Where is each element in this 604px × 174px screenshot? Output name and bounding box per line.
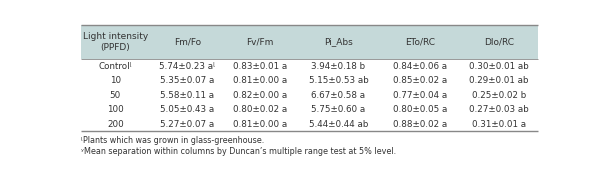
- Text: 0.83±0.01 a: 0.83±0.01 a: [233, 62, 288, 71]
- Text: 50: 50: [110, 91, 121, 100]
- Text: Controlᶩ: Controlᶩ: [98, 62, 132, 71]
- Text: 0.29±0.01 ab: 0.29±0.01 ab: [469, 76, 528, 85]
- Text: 0.31±0.01 a: 0.31±0.01 a: [472, 120, 526, 129]
- Text: Fv/Fm: Fv/Fm: [246, 37, 274, 46]
- Text: ETo/RC: ETo/RC: [405, 37, 435, 46]
- Text: 0.85±0.02 a: 0.85±0.02 a: [393, 76, 448, 85]
- Text: 5.58±0.11 a: 5.58±0.11 a: [160, 91, 214, 100]
- Text: 0.80±0.05 a: 0.80±0.05 a: [393, 105, 448, 114]
- Text: 5.74±0.23 aᶩ: 5.74±0.23 aᶩ: [159, 62, 216, 71]
- Text: DIo/RC: DIo/RC: [484, 37, 514, 46]
- Text: Pi_Abs: Pi_Abs: [324, 37, 353, 46]
- Text: 0.82±0.00 a: 0.82±0.00 a: [233, 91, 288, 100]
- Text: 0.80±0.02 a: 0.80±0.02 a: [233, 105, 288, 114]
- Text: Light intensity
(PPFD): Light intensity (PPFD): [83, 32, 148, 52]
- Text: 6.67±0.58 a: 6.67±0.58 a: [312, 91, 365, 100]
- Text: Fm/Fo: Fm/Fo: [173, 37, 201, 46]
- Text: 0.81±0.00 a: 0.81±0.00 a: [233, 76, 288, 85]
- Text: 0.88±0.02 a: 0.88±0.02 a: [393, 120, 448, 129]
- Text: 0.84±0.06 a: 0.84±0.06 a: [393, 62, 448, 71]
- Text: 0.25±0.02 b: 0.25±0.02 b: [472, 91, 526, 100]
- Text: 5.35±0.07 a: 5.35±0.07 a: [160, 76, 214, 85]
- Text: 5.05±0.43 a: 5.05±0.43 a: [160, 105, 214, 114]
- Text: ᶩPlants which was grown in glass-greenhouse.: ᶩPlants which was grown in glass-greenho…: [81, 136, 265, 145]
- Text: 0.81±0.00 a: 0.81±0.00 a: [233, 120, 288, 129]
- Text: 0.77±0.04 a: 0.77±0.04 a: [393, 91, 448, 100]
- Bar: [81, 25, 538, 59]
- Text: 5.75±0.60 a: 5.75±0.60 a: [311, 105, 365, 114]
- Text: 100: 100: [107, 105, 124, 114]
- Text: 200: 200: [107, 120, 124, 129]
- Text: 0.27±0.03 ab: 0.27±0.03 ab: [469, 105, 528, 114]
- Text: 3.94±0.18 b: 3.94±0.18 b: [312, 62, 365, 71]
- Text: 0.30±0.01 ab: 0.30±0.01 ab: [469, 62, 528, 71]
- Text: 5.44±0.44 ab: 5.44±0.44 ab: [309, 120, 368, 129]
- Text: 5.15±0.53 ab: 5.15±0.53 ab: [309, 76, 368, 85]
- Text: ʸMean separation within columns by Duncan’s multiple range test at 5% level.: ʸMean separation within columns by Dunca…: [81, 148, 396, 156]
- Text: 5.27±0.07 a: 5.27±0.07 a: [160, 120, 214, 129]
- Text: 10: 10: [110, 76, 121, 85]
